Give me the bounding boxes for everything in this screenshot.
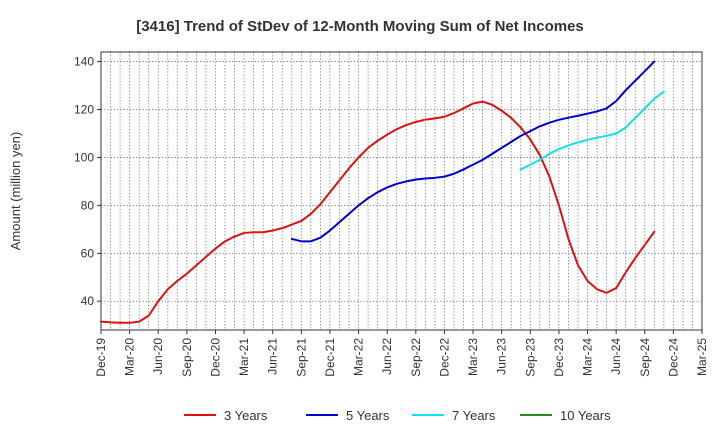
- x-tick-label: Sep-23: [523, 338, 537, 377]
- x-tick-label: Jun-23: [495, 338, 509, 375]
- x-tick-label: Mar-20: [123, 338, 137, 376]
- x-tick-label: Mar-23: [466, 338, 480, 376]
- y-tick-label: 120: [74, 103, 94, 117]
- x-tick-label: Dec-23: [552, 338, 566, 377]
- legend: 3 Years 5 Years 7 Years 10 Years: [184, 408, 611, 423]
- x-tick-label: Dec-22: [437, 338, 451, 377]
- x-tick-label: Mar-22: [352, 338, 366, 376]
- x-tick-label: Jun-20: [151, 338, 165, 375]
- x-axis-ticks: Dec-19 Mar-20 Jun-20 Sep-20 Dec-20 Mar-21 Jun-…: [94, 330, 709, 377]
- y-tick-label: 140: [74, 55, 94, 69]
- x-tick-label: Sep-20: [180, 338, 194, 377]
- y-tick-label: 40: [81, 294, 95, 308]
- grid: [101, 52, 702, 330]
- y-tick-label: 60: [81, 246, 95, 260]
- legend-item: 7 Years: [412, 408, 496, 423]
- y-tick-label: 80: [81, 198, 95, 212]
- x-tick-label: Jun-24: [609, 338, 623, 375]
- legend-label: 7 Years: [452, 408, 496, 423]
- x-tick-label: Jun-21: [266, 338, 280, 375]
- series-line-7-years: [519, 90, 665, 171]
- legend-label: 10 Years: [560, 408, 611, 423]
- legend-item: 5 Years: [306, 408, 390, 423]
- legend-item: 3 Years: [184, 408, 268, 423]
- series-line-3-years: [100, 100, 656, 324]
- plot-frame: [100, 51, 703, 331]
- legend-label: 5 Years: [346, 408, 390, 423]
- y-tick-label: 100: [74, 150, 94, 164]
- x-tick-label: Dec-24: [666, 338, 680, 377]
- x-tick-label: Dec-19: [94, 338, 108, 377]
- x-tick-label: Dec-20: [208, 338, 222, 377]
- x-tick-label: Mar-25: [695, 338, 709, 376]
- x-tick-label: Sep-22: [409, 338, 423, 377]
- x-tick-label: Jun-22: [380, 338, 394, 375]
- x-tick-label: Sep-21: [294, 338, 308, 377]
- x-tick-label: Mar-21: [237, 338, 251, 376]
- legend-label: 3 Years: [224, 408, 268, 423]
- x-tick-label: Sep-24: [638, 338, 652, 377]
- series-lines: [100, 60, 665, 324]
- chart-title: [3416] Trend of StDev of 12-Month Moving…: [136, 18, 584, 35]
- series-line-5-years: [290, 60, 656, 243]
- x-tick-label: Mar-24: [581, 338, 595, 376]
- x-tick-label: Dec-21: [323, 338, 337, 377]
- y-axis-ticks: 40 60 80 100 120 140: [74, 55, 101, 308]
- legend-item: 10 Years: [520, 408, 611, 423]
- y-axis-label: Amount (million yen): [8, 132, 23, 251]
